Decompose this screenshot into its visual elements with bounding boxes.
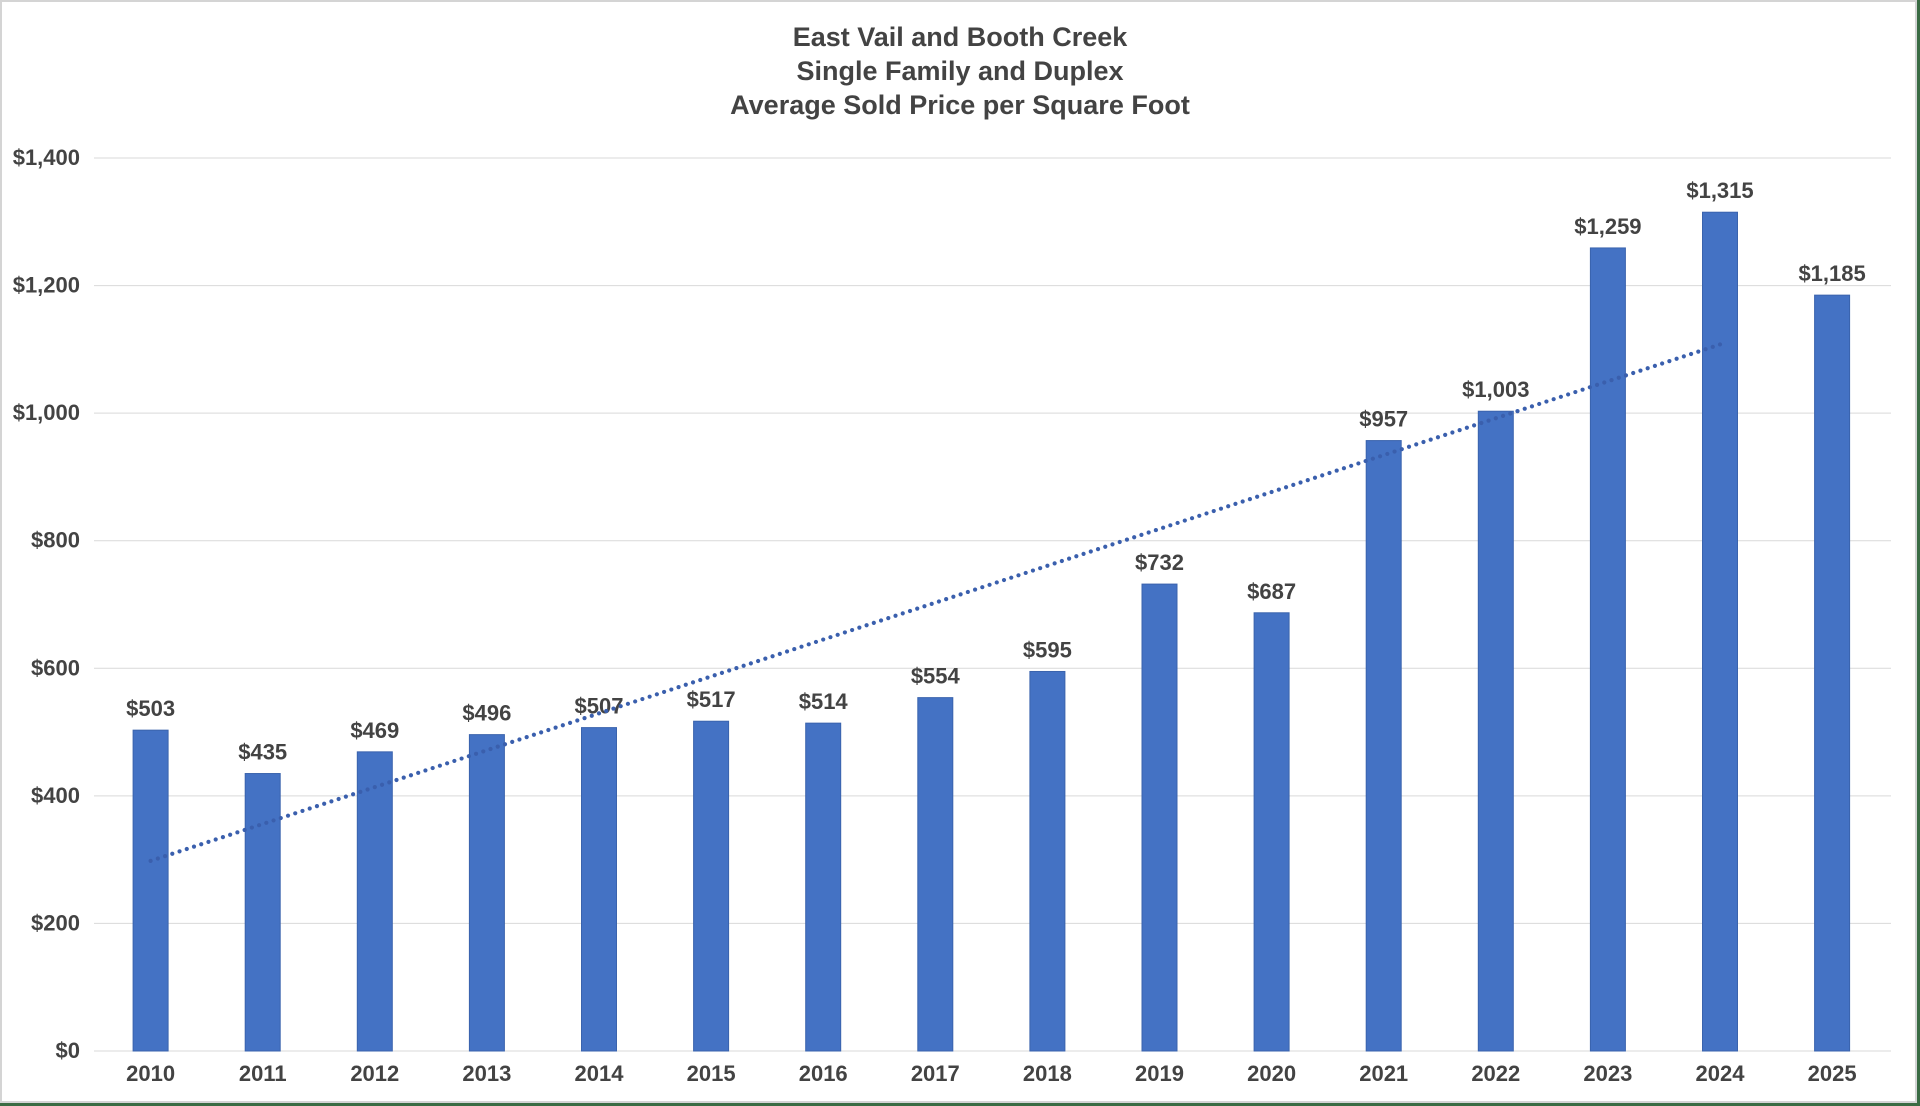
svg-text:2024: 2024: [1696, 1061, 1746, 1086]
svg-text:$200: $200: [31, 910, 80, 935]
svg-text:$469: $469: [350, 718, 399, 743]
svg-text:$957: $957: [1359, 407, 1408, 432]
svg-text:$1,003: $1,003: [1462, 377, 1529, 402]
svg-text:2010: 2010: [126, 1061, 175, 1086]
svg-text:2023: 2023: [1583, 1061, 1632, 1086]
svg-text:$435: $435: [238, 740, 287, 765]
svg-text:2017: 2017: [911, 1061, 960, 1086]
svg-text:$496: $496: [462, 701, 511, 726]
svg-text:2020: 2020: [1247, 1061, 1296, 1086]
svg-text:$400: $400: [31, 783, 80, 808]
svg-text:2015: 2015: [687, 1061, 736, 1086]
svg-text:$517: $517: [687, 687, 736, 712]
svg-text:2016: 2016: [799, 1061, 848, 1086]
svg-text:$600: $600: [31, 655, 80, 680]
svg-text:$503: $503: [126, 696, 175, 721]
svg-text:2019: 2019: [1135, 1061, 1184, 1086]
svg-text:$1,259: $1,259: [1574, 214, 1641, 239]
svg-text:$1,315: $1,315: [1686, 178, 1753, 203]
svg-text:$1,400: $1,400: [13, 145, 80, 170]
svg-text:2018: 2018: [1023, 1061, 1072, 1086]
svg-text:$1,200: $1,200: [13, 273, 80, 298]
svg-text:$595: $595: [1023, 637, 1072, 662]
svg-text:2022: 2022: [1471, 1061, 1520, 1086]
svg-text:2012: 2012: [350, 1061, 399, 1086]
svg-text:$554: $554: [911, 664, 961, 689]
svg-text:2013: 2013: [462, 1061, 511, 1086]
svg-text:$1,185: $1,185: [1798, 261, 1865, 286]
svg-text:2021: 2021: [1359, 1061, 1408, 1086]
svg-text:2011: 2011: [239, 1061, 287, 1086]
svg-text:$732: $732: [1135, 550, 1184, 575]
svg-text:$800: $800: [31, 528, 80, 553]
svg-text:2014: 2014: [575, 1061, 625, 1086]
svg-text:$687: $687: [1247, 579, 1296, 604]
svg-text:2025: 2025: [1808, 1061, 1857, 1086]
svg-text:$514: $514: [799, 689, 849, 714]
svg-text:$1,000: $1,000: [13, 400, 80, 425]
svg-text:$0: $0: [56, 1038, 80, 1063]
